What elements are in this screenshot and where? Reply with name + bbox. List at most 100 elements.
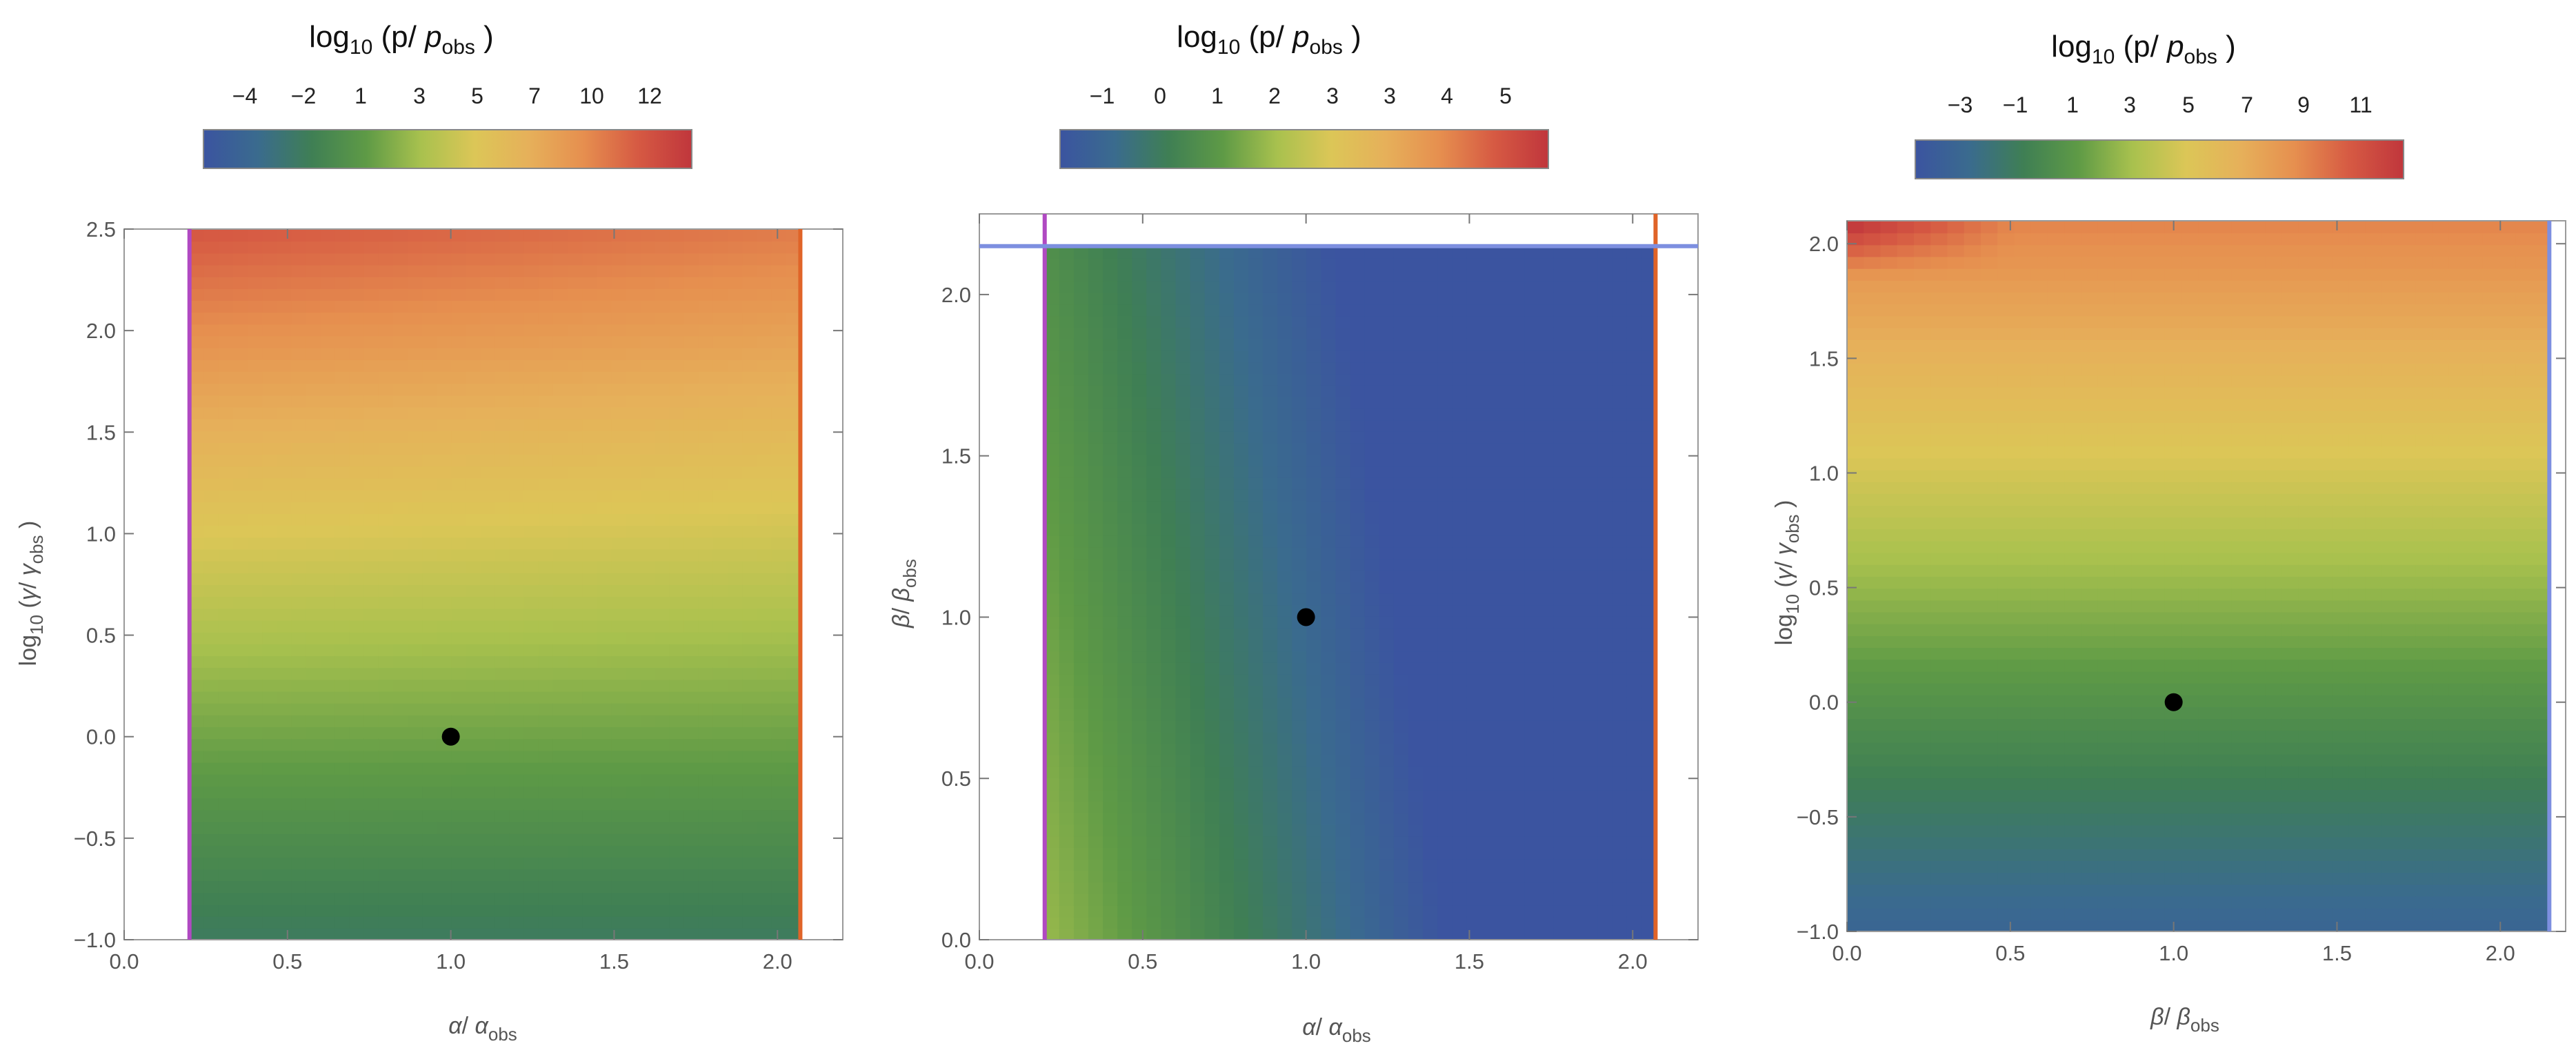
heatmap-cell (349, 430, 365, 443)
heatmap-cell (335, 856, 350, 869)
heatmap-cell (1321, 685, 1337, 698)
heatmap-cell (1612, 362, 1628, 375)
heatmap-cell (1335, 673, 1351, 686)
heatmap-cell (277, 276, 292, 289)
heatmap-cell (1466, 812, 1482, 825)
heatmap-cell (1219, 419, 1235, 432)
heatmap-cell (1146, 697, 1162, 709)
heatmap-cell (320, 655, 336, 669)
heatmap-cell (1233, 615, 1249, 629)
heatmap-cell (742, 560, 758, 573)
heatmap-cell (1335, 292, 1351, 305)
heatmap-cell (669, 667, 685, 680)
heatmap-cell (218, 347, 234, 360)
heatmap-cell (1204, 327, 1220, 339)
heatmap-cell (408, 880, 423, 893)
heatmap-cell (320, 537, 336, 550)
heatmap-cell (248, 821, 263, 834)
heatmap-cell (1335, 847, 1351, 860)
heatmap-cell (552, 572, 568, 585)
heatmap-cell (698, 312, 714, 325)
heatmap-cell (568, 371, 583, 384)
heatmap-cell (683, 702, 699, 715)
heatmap-cell (1073, 593, 1089, 606)
heatmap-cell (1132, 893, 1148, 906)
heatmap-cell (786, 300, 801, 313)
heatmap-cell (1233, 246, 1249, 259)
heatmap-cell (233, 454, 249, 467)
heatmap-cell (1190, 408, 1206, 421)
heatmap-cell (1393, 627, 1409, 640)
heatmap-cell (523, 738, 539, 751)
heatmap-cell (1233, 569, 1249, 582)
heatmap-cell (1466, 639, 1482, 652)
heatmap-cell (1059, 743, 1075, 755)
heatmap-cell (248, 549, 263, 562)
heatmap-cell (597, 904, 612, 917)
heatmap-cell (1393, 327, 1409, 339)
heatmap-cell (1408, 454, 1424, 467)
heatmap-cell (306, 359, 321, 372)
heatmap-cell (655, 537, 670, 550)
heatmap-cell (203, 880, 219, 893)
heatmap-cell (378, 347, 394, 360)
heatmap-cell (757, 406, 772, 419)
heatmap-cell (1219, 720, 1235, 733)
heatmap-cell (480, 643, 496, 656)
heatmap-cell (1248, 731, 1264, 744)
heatmap-cell (1379, 500, 1395, 513)
heatmap-cell (1059, 500, 1075, 513)
heatmap-cell (1117, 604, 1133, 617)
heatmap-cell (291, 892, 307, 905)
heatmap-cell (1044, 743, 1060, 755)
heatmap-cell (262, 312, 278, 325)
heatmap-cell (582, 655, 598, 669)
heatmap-cell (1059, 477, 1075, 490)
heatmap-cell (466, 525, 481, 538)
heatmap-cell (1306, 281, 1322, 293)
heatmap-cell (1161, 477, 1177, 490)
heatmap-cell (1306, 419, 1322, 432)
heatmap-cell (1263, 362, 1279, 375)
heatmap-cell (1292, 396, 1308, 409)
heatmap-cell (669, 383, 685, 396)
heatmap-cell (626, 418, 641, 431)
heatmap-cell (1190, 466, 1206, 478)
heatmap-cell (451, 821, 467, 834)
heatmap-cell (393, 406, 409, 419)
heatmap-cell (349, 596, 365, 609)
heatmap-cell (1510, 373, 1526, 386)
heatmap-cell (218, 560, 234, 573)
heatmap-cell (669, 572, 685, 585)
heatmap-cell (742, 241, 758, 254)
heatmap-cell (335, 383, 350, 396)
heatmap-cell (437, 691, 452, 704)
heatmap-cell (1292, 246, 1308, 259)
heatmap-cell (523, 856, 539, 869)
heatmap-cell (393, 359, 409, 372)
heatmap-cell (582, 702, 598, 715)
heatmap-cell (306, 477, 321, 491)
heatmap-cell (552, 276, 568, 289)
heatmap-cell (669, 454, 685, 467)
heatmap-cell (1379, 396, 1395, 409)
heatmap-cell (1408, 315, 1424, 328)
heatmap-cell (408, 750, 423, 763)
heatmap-cell (1335, 812, 1351, 825)
heatmap-cell (1103, 535, 1119, 548)
heatmap-cell (1510, 593, 1526, 606)
heatmap-cell (712, 371, 728, 384)
heatmap-cell (363, 276, 379, 289)
heatmap-cell (248, 537, 263, 550)
heatmap-cell (1263, 824, 1279, 837)
heatmap-cell (757, 229, 772, 242)
heatmap-cell (1132, 754, 1148, 767)
colorbar-tick: −1 (1090, 83, 1115, 108)
heatmap-cell (1233, 685, 1249, 698)
heatmap-cell (655, 454, 670, 467)
heatmap-cell (320, 253, 336, 266)
heatmap-cell (1393, 662, 1409, 675)
heatmap-cell (1306, 627, 1322, 640)
heatmap-cell (262, 324, 278, 337)
heatmap-cell (742, 679, 758, 692)
